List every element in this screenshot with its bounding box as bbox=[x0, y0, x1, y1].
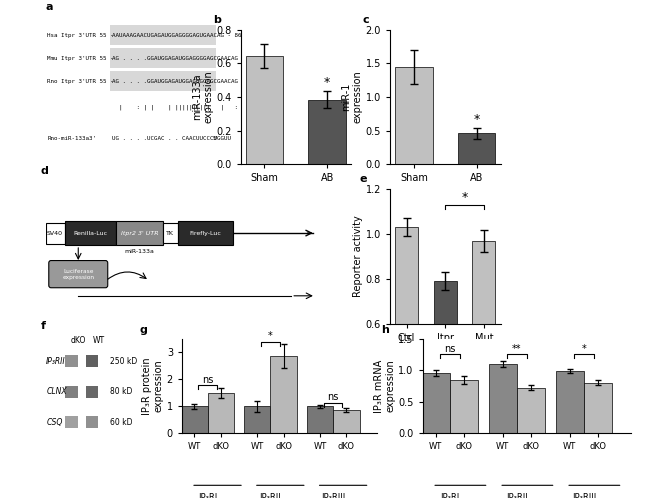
Text: h: h bbox=[381, 325, 389, 335]
Text: Hsa Itpr 3'UTR 55 -: Hsa Itpr 3'UTR 55 - bbox=[47, 32, 114, 37]
Text: dKO: dKO bbox=[71, 336, 86, 345]
Y-axis label: IP₃R protein
expression: IP₃R protein expression bbox=[142, 357, 164, 415]
Text: ns: ns bbox=[444, 344, 456, 354]
FancyBboxPatch shape bbox=[66, 416, 77, 428]
Text: |    : | |    | ||||||||||   |   :: | : | | | |||||||||| | : bbox=[112, 105, 238, 111]
Text: TK: TK bbox=[166, 231, 174, 236]
Text: CSQ: CSQ bbox=[46, 418, 62, 427]
FancyBboxPatch shape bbox=[111, 48, 216, 68]
Text: Itpr2 3' UTR: Itpr2 3' UTR bbox=[121, 231, 159, 236]
Text: miR-133a: miR-133a bbox=[125, 249, 155, 254]
Y-axis label: miR-133a
expression: miR-133a expression bbox=[192, 71, 213, 124]
FancyBboxPatch shape bbox=[178, 221, 233, 245]
Bar bbox=[458, 133, 495, 164]
Bar bbox=[207, 393, 234, 433]
Bar bbox=[308, 100, 346, 164]
Text: IP₃RIII: IP₃RIII bbox=[571, 493, 596, 498]
Bar bbox=[584, 383, 612, 433]
Bar bbox=[517, 388, 545, 433]
Text: *: * bbox=[581, 344, 586, 354]
Text: ns: ns bbox=[202, 374, 213, 384]
Text: g: g bbox=[139, 325, 147, 335]
Text: IP₃RIII: IP₃RIII bbox=[321, 493, 345, 498]
FancyBboxPatch shape bbox=[66, 355, 77, 368]
Text: IP₃RI: IP₃RI bbox=[198, 493, 217, 498]
Text: *: * bbox=[268, 331, 273, 341]
Text: 5': 5' bbox=[212, 136, 218, 141]
Bar bbox=[333, 410, 359, 433]
Bar bbox=[395, 67, 433, 164]
Text: IP₃RII: IP₃RII bbox=[259, 493, 281, 498]
Text: AG . . . .GGAUGGAGAUGGAGGGGAGCGAACAG - 82: AG . . . .GGAUGGAGAUGGAGGGGAGCGAACAG - 8… bbox=[112, 79, 255, 84]
Bar bbox=[422, 374, 450, 433]
Text: a: a bbox=[46, 2, 53, 12]
Text: 60 kD: 60 kD bbox=[110, 418, 132, 427]
Text: e: e bbox=[359, 174, 367, 184]
FancyBboxPatch shape bbox=[66, 385, 77, 398]
Text: Luciferase
expression: Luciferase expression bbox=[62, 269, 94, 280]
Text: d: d bbox=[40, 166, 48, 176]
Text: Firefly-Luc: Firefly-Luc bbox=[189, 231, 221, 236]
Text: AG . . . .GGAUGGAGAUGGAGGGGAGCGAACAG - 82: AG . . . .GGAUGGAGAUGGAGGGGAGCGAACAG - 8… bbox=[112, 56, 255, 61]
Y-axis label: Reporter activity: Reporter activity bbox=[353, 216, 363, 297]
Bar bbox=[434, 281, 457, 458]
Bar bbox=[489, 364, 517, 433]
Text: Renilla-Luc: Renilla-Luc bbox=[73, 231, 108, 236]
Text: UG . . . .UCGAC . . CAACUUCCCUGGUU: UG . . . .UCGAC . . CAACUUCCCUGGUU bbox=[112, 136, 231, 141]
Text: Mmu Itpr 3'UTR 55 -: Mmu Itpr 3'UTR 55 - bbox=[47, 56, 114, 61]
Bar bbox=[270, 356, 297, 433]
FancyBboxPatch shape bbox=[116, 221, 163, 245]
Text: **: ** bbox=[512, 344, 521, 354]
Text: *: * bbox=[324, 76, 330, 89]
Text: *: * bbox=[473, 113, 480, 126]
FancyBboxPatch shape bbox=[46, 223, 64, 244]
FancyBboxPatch shape bbox=[111, 71, 216, 91]
Bar bbox=[244, 406, 270, 433]
Text: *: * bbox=[462, 191, 468, 204]
FancyBboxPatch shape bbox=[163, 223, 178, 243]
Text: Rno-miR-133a3': Rno-miR-133a3' bbox=[47, 136, 96, 141]
Text: c: c bbox=[363, 14, 369, 24]
Bar bbox=[307, 406, 333, 433]
FancyBboxPatch shape bbox=[86, 355, 98, 368]
Text: b: b bbox=[213, 14, 221, 24]
FancyBboxPatch shape bbox=[111, 25, 216, 45]
Y-axis label: IP₃R mRNA
expression: IP₃R mRNA expression bbox=[374, 360, 395, 412]
Bar bbox=[246, 56, 283, 164]
Text: WT: WT bbox=[93, 336, 105, 345]
Text: SV40: SV40 bbox=[47, 231, 63, 236]
Text: IP₃RI: IP₃RI bbox=[440, 493, 460, 498]
Y-axis label: miR-1
expression: miR-1 expression bbox=[341, 71, 363, 124]
Bar bbox=[450, 380, 478, 433]
Text: CLNX: CLNX bbox=[46, 387, 67, 396]
FancyBboxPatch shape bbox=[64, 221, 116, 245]
Text: f: f bbox=[40, 321, 46, 331]
Text: IP₃RII: IP₃RII bbox=[46, 357, 66, 366]
FancyBboxPatch shape bbox=[49, 260, 108, 288]
Bar bbox=[556, 371, 584, 433]
FancyBboxPatch shape bbox=[86, 385, 98, 398]
Text: 80 kD: 80 kD bbox=[110, 387, 132, 396]
Text: IP₃RII: IP₃RII bbox=[506, 493, 528, 498]
Text: ns: ns bbox=[328, 392, 339, 402]
Bar bbox=[473, 241, 495, 458]
Text: AAUAAAGAACUGAGAUGGAGGGGAGUGAACAG - 86: AAUAAAGAACUGAGAUGGAGGGGAGUGAACAG - 86 bbox=[112, 32, 242, 37]
Text: Rno Itpr 3'UTR 55 -: Rno Itpr 3'UTR 55 - bbox=[47, 79, 114, 84]
Text: 250 kD: 250 kD bbox=[110, 357, 137, 366]
FancyBboxPatch shape bbox=[86, 416, 98, 428]
Bar bbox=[181, 406, 207, 433]
Bar bbox=[395, 227, 418, 458]
